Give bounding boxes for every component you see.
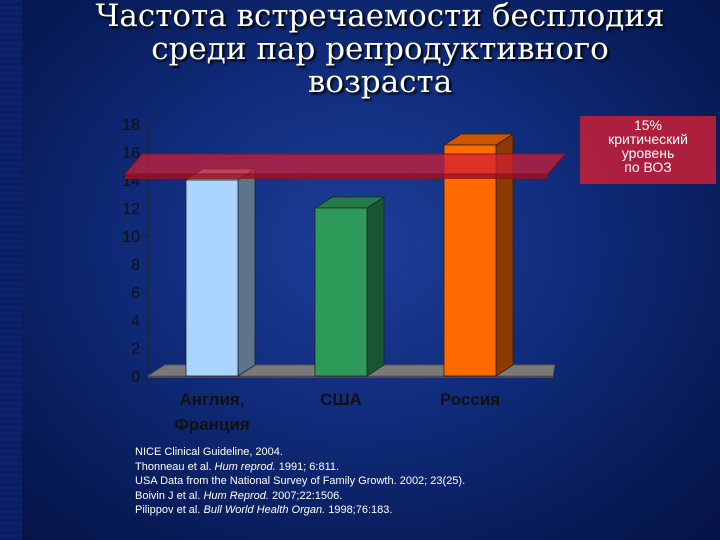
x-category-label: Россия	[440, 390, 500, 409]
title-line: среди пар репродуктивного	[151, 31, 609, 67]
reference-line: Pilippov et al. Bull World Health Organ.…	[135, 503, 695, 518]
threshold-label-line: 15%	[633, 117, 663, 133]
slide-title: Частота встречаемости бесплодия среди па…	[60, 0, 700, 99]
reference-segment: Bull World Health Organ.	[203, 504, 326, 517]
y-tick-label: 0	[131, 369, 140, 386]
reference-segment: 2007;22:1506.	[268, 489, 343, 502]
reference-segment: Hum reprod.	[214, 460, 276, 473]
reference-segment: Hum Reprod.	[203, 489, 269, 502]
bar-side	[237, 168, 256, 377]
reference-segment: Boivin J et al.	[135, 489, 204, 502]
threshold-label-line: уровень	[621, 145, 675, 161]
x-category-label: Англия,	[179, 390, 244, 409]
left-decor-stripe	[0, 0, 22, 540]
reference-segment: NICE Clinical Guideline, 2004.	[135, 446, 283, 458]
y-tick-label: 6	[131, 285, 140, 302]
chart-floor-edge	[148, 376, 553, 378]
reference-segment: USA Data from the National Survey of Fam…	[135, 475, 466, 488]
reference-segment: 1991; 6:811.	[275, 460, 340, 473]
y-tick-label: 8	[131, 257, 140, 274]
bar	[443, 144, 497, 377]
threshold-label-box	[580, 116, 716, 184]
references: NICE Clinical Guideline, 2004. Thonneau e…	[135, 445, 695, 518]
y-tick-label: 16	[122, 145, 140, 162]
threshold-band-edge	[125, 174, 548, 179]
threshold-label-line: по ВОЗ	[624, 159, 672, 175]
threshold-annotation: 15% критический уровень по ВОЗ	[578, 118, 718, 174]
x-category-label: США	[320, 390, 362, 409]
reference-segment: 1998;76:183.	[325, 504, 393, 517]
y-tick-label: 18	[122, 117, 140, 134]
bar-side	[366, 196, 385, 377]
y-tick-label: 12	[122, 201, 140, 218]
reference-line: Thonneau et al. Hum reprod. 1991; 6:811.	[135, 460, 695, 475]
reference-line: NICE Clinical Guideline, 2004.	[135, 445, 695, 460]
x-category-label: Франция	[174, 415, 249, 434]
bar	[314, 207, 368, 377]
reference-line: Boivin J et al. Hum Reprod. 2007;22:1506…	[135, 489, 695, 504]
y-tick-label: 4	[131, 313, 140, 330]
y-tick-label: 2	[131, 341, 140, 358]
reference-segment: Thonneau et al.	[135, 460, 215, 473]
reference-line: USA Data from the National Survey of Fam…	[135, 474, 695, 489]
bar	[185, 179, 239, 377]
title-line: Частота встречаемости бесплодия	[95, 0, 665, 34]
threshold-label-line: критический	[608, 131, 688, 147]
reference-segment: Pilippov et al.	[135, 504, 204, 517]
threshold-band	[123, 153, 567, 175]
y-tick-label: 10	[122, 229, 140, 246]
title-line: возраста	[307, 64, 453, 100]
